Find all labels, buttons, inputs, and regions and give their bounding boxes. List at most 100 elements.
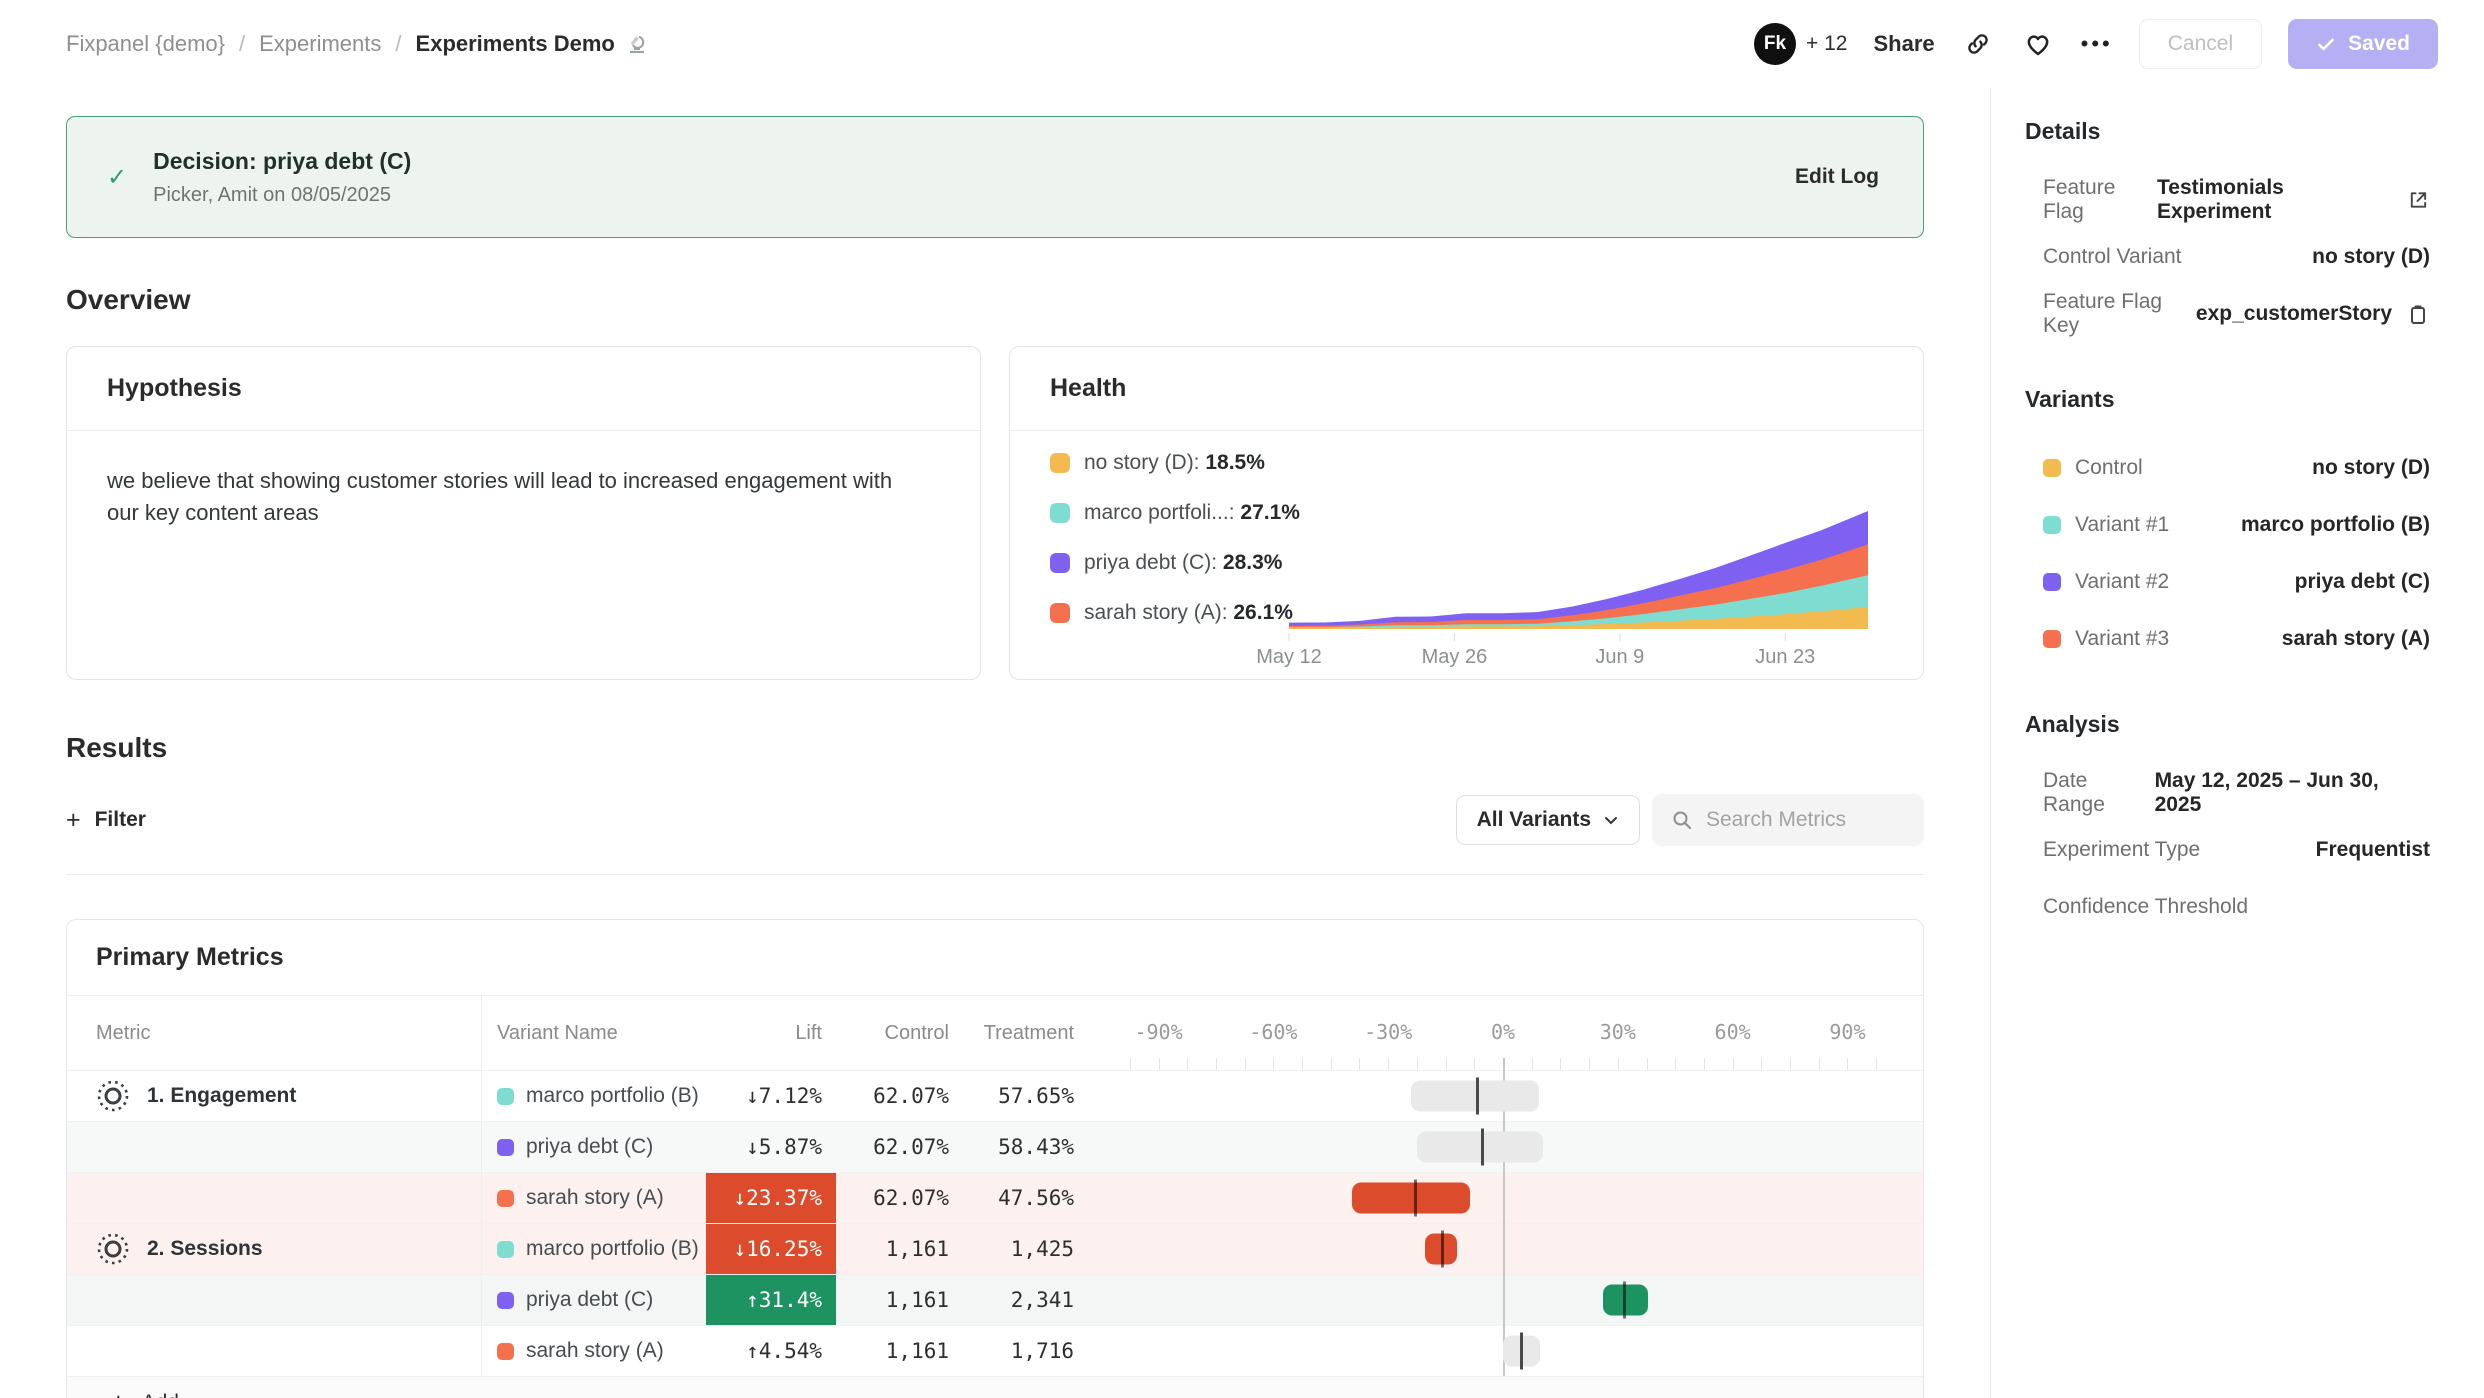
add-filter-button[interactable]: + Filter — [66, 806, 146, 835]
variant-name: priya debt (C) — [526, 1288, 653, 1312]
variant-name: priya debt (C) — [526, 1135, 653, 1159]
lift-value: ↓5.87% — [746, 1135, 822, 1159]
axis-tick-mark — [1331, 1058, 1332, 1070]
variant-name: marco portfolio (B) — [526, 1237, 699, 1261]
breadcrumb-experiments[interactable]: Experiments — [259, 31, 381, 57]
variant-cell: marco portfolio (B) — [481, 1071, 706, 1121]
variant-color-swatch — [497, 1241, 514, 1258]
variant-color-swatch — [2043, 630, 2061, 648]
variant-slot-name: Variant #1 — [2075, 513, 2169, 537]
confidence-interval-bar — [1352, 1183, 1471, 1214]
treatment-value: 1,425 — [1011, 1237, 1074, 1261]
decision-check-icon: ✓ — [107, 163, 127, 192]
breadcrumb-project[interactable]: Fixpanel {demo} — [66, 31, 225, 57]
axis-tick-mark — [1532, 1058, 1533, 1070]
variant-name: sarah story (A) — [526, 1339, 664, 1363]
top-actions: Fk + 12 Share ••• Cancel Saved — [1754, 19, 2438, 69]
control-value: 62.07% — [873, 1084, 949, 1108]
saved-button[interactable]: Saved — [2288, 19, 2438, 69]
variant-row: Control no story (D) — [2025, 439, 2430, 496]
metric-target-icon — [96, 1232, 130, 1266]
axis-tick-mark — [1388, 1058, 1389, 1070]
variant-row-value: marco portfolio (B) — [2241, 513, 2430, 537]
axis-tick-mark — [1675, 1058, 1676, 1070]
experiment-type-row: Experiment Type Frequentist — [2025, 821, 2430, 878]
metric-cell — [67, 1275, 481, 1325]
variant-cell: marco portfolio (B) — [481, 1224, 706, 1274]
feature-flag-link[interactable]: Testimonials Experiment — [2157, 176, 2393, 224]
metric-table-row[interactable]: 2. Sessionsmarco portfolio (B)↓16.25%1,1… — [67, 1223, 1923, 1274]
chevron-down-icon — [1603, 812, 1619, 828]
metric-table-row[interactable]: sarah story (A)↓23.37%62.07%47.56% — [67, 1172, 1923, 1223]
control-cell: 1,161 — [836, 1275, 949, 1325]
share-button[interactable]: Share — [1873, 31, 1934, 57]
lift-value-highlight: ↓23.37% — [706, 1173, 836, 1223]
variant-color-swatch — [497, 1139, 514, 1156]
feature-flag-key-row: Feature Flag Key exp_customerStory — [2025, 285, 2430, 342]
primary-metrics-title: Primary Metrics — [67, 920, 1923, 996]
copy-link-icon[interactable] — [1961, 27, 1995, 61]
variant-row-label: Variant #1 — [2043, 513, 2169, 537]
lift-marker — [1481, 1129, 1484, 1166]
axis-tick-mark — [1704, 1058, 1705, 1070]
x-axis-label: Jun 23 — [1755, 646, 1815, 668]
search-icon — [1670, 808, 1694, 832]
lift-cell: ↓23.37% — [706, 1173, 836, 1223]
variant-row: Variant #1 marco portfolio (B) — [2025, 496, 2430, 553]
lift-marker — [1520, 1333, 1523, 1370]
cancel-button[interactable]: Cancel — [2139, 19, 2262, 69]
search-metrics-input[interactable] — [1706, 808, 1906, 832]
axis-tick-mark — [1130, 1058, 1131, 1070]
avatar[interactable]: Fk — [1754, 23, 1796, 65]
axis-tick-mark — [1159, 1058, 1160, 1070]
axis-tick-mark — [1560, 1058, 1561, 1070]
copy-icon[interactable] — [2406, 302, 2430, 326]
lift-marker — [1414, 1180, 1417, 1217]
metric-table-row[interactable]: 1. Engagementmarco portfolio (B)↓7.12%62… — [67, 1070, 1923, 1121]
lift-value: ↑4.54% — [746, 1339, 822, 1363]
axis-tick-mark — [1245, 1058, 1246, 1070]
variant-row-value: no story (D) — [2312, 456, 2430, 480]
edit-log-button[interactable]: Edit Log — [1795, 165, 1879, 189]
axis-tick-mark — [1216, 1058, 1217, 1070]
legend-label: no story (D): 18.5% — [1084, 451, 1265, 475]
date-range-row: Date Range May 12, 2025 – Jun 30, 2025 — [2025, 764, 2430, 821]
lift-value: ↓7.12% — [746, 1084, 822, 1108]
metric-cell — [67, 1326, 481, 1376]
control-value: 62.07% — [873, 1135, 949, 1159]
results-toolbar: + Filter All Variants — [66, 794, 1924, 875]
hypothesis-title: Hypothesis — [67, 347, 980, 431]
metric-table-row[interactable]: priya debt (C)↑31.4%1,1612,341 — [67, 1274, 1923, 1325]
variant-slot-name: Variant #2 — [2075, 570, 2169, 594]
confidence-interval-cell — [1074, 1224, 1921, 1274]
metric-table-row[interactable]: priya debt (C) ↓5.87% 62.07%58.43% — [67, 1121, 1923, 1172]
breadcrumb-separator: / — [395, 31, 401, 57]
treatment-cell: 58.43% — [949, 1122, 1074, 1172]
variants-dropdown[interactable]: All Variants — [1456, 795, 1640, 845]
add-metric-button[interactable]: + Add — [67, 1376, 1923, 1398]
variant-color-swatch — [497, 1292, 514, 1309]
control-value: 62.07% — [873, 1186, 949, 1210]
variants-heading: Variants — [2025, 386, 2430, 413]
lift-cell: ↑4.54% — [706, 1326, 836, 1376]
axis-percent-label: -30% — [1364, 1020, 1412, 1044]
health-legend-item: no story (D): 18.5% — [1050, 451, 1300, 475]
overview-title: Overview — [66, 284, 1924, 316]
metric-target-icon — [96, 1079, 130, 1113]
axis-percent-label: -60% — [1249, 1020, 1297, 1044]
more-menu-icon[interactable]: ••• — [2081, 31, 2113, 57]
treatment-cell: 1,716 — [949, 1326, 1074, 1376]
favorite-heart-icon[interactable] — [2021, 27, 2055, 61]
external-link-icon[interactable] — [2407, 188, 2430, 212]
variant-row-label: Control — [2043, 456, 2143, 480]
column-divider — [481, 996, 482, 1376]
metric-table-row[interactable]: sarah story (A)↑4.54%1,1611,716 — [67, 1325, 1923, 1376]
variant-color-swatch — [2043, 459, 2061, 477]
health-stacked-area-chart: May 12May 26Jun 9Jun 23 — [1249, 501, 1909, 669]
variant-cell: priya debt (C) — [481, 1122, 706, 1172]
treatment-value: 47.56% — [998, 1186, 1074, 1210]
collaborators-count[interactable]: + 12 — [1806, 32, 1847, 56]
treatment-value: 57.65% — [998, 1084, 1074, 1108]
axis-percent-label: 30% — [1600, 1020, 1636, 1044]
lift-cell: ↑31.4% — [706, 1275, 836, 1325]
